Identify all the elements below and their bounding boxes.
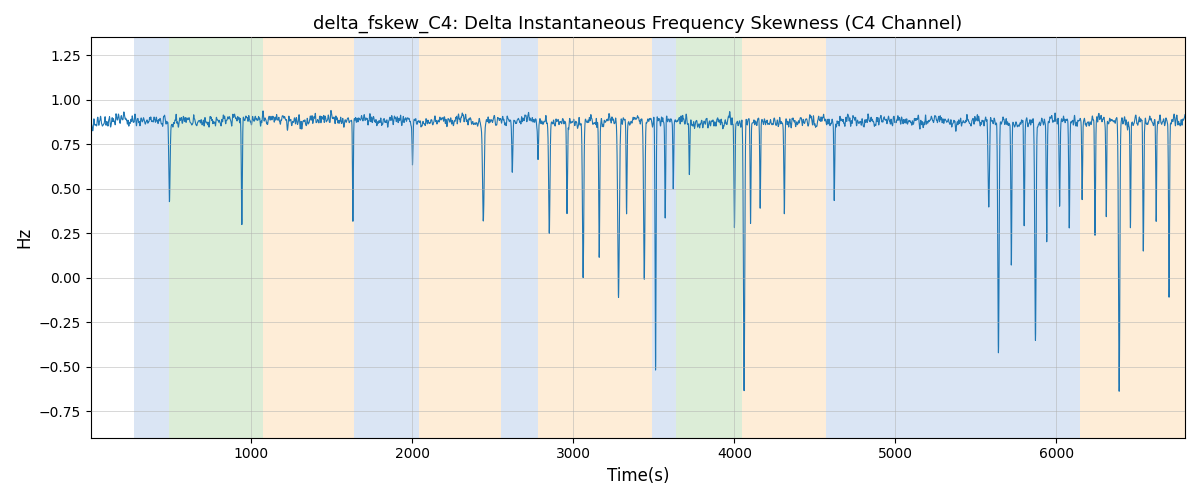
Bar	[653, 38, 677, 438]
Bar	[677, 38, 743, 438]
Y-axis label: Hz: Hz	[14, 227, 32, 248]
Bar	[500, 38, 538, 438]
Bar	[538, 38, 653, 438]
X-axis label: Time(s): Time(s)	[606, 467, 670, 485]
Bar	[1032, 38, 1080, 438]
Bar	[169, 38, 263, 438]
Bar	[826, 38, 1032, 438]
Bar	[743, 38, 826, 438]
Title: delta_fskew_C4: Delta Instantaneous Frequency Skewness (C4 Channel): delta_fskew_C4: Delta Instantaneous Freq…	[313, 15, 962, 34]
Bar	[1080, 38, 1184, 438]
Bar	[354, 38, 419, 438]
Bar	[419, 38, 500, 438]
Bar	[263, 38, 354, 438]
Bar	[134, 38, 169, 438]
